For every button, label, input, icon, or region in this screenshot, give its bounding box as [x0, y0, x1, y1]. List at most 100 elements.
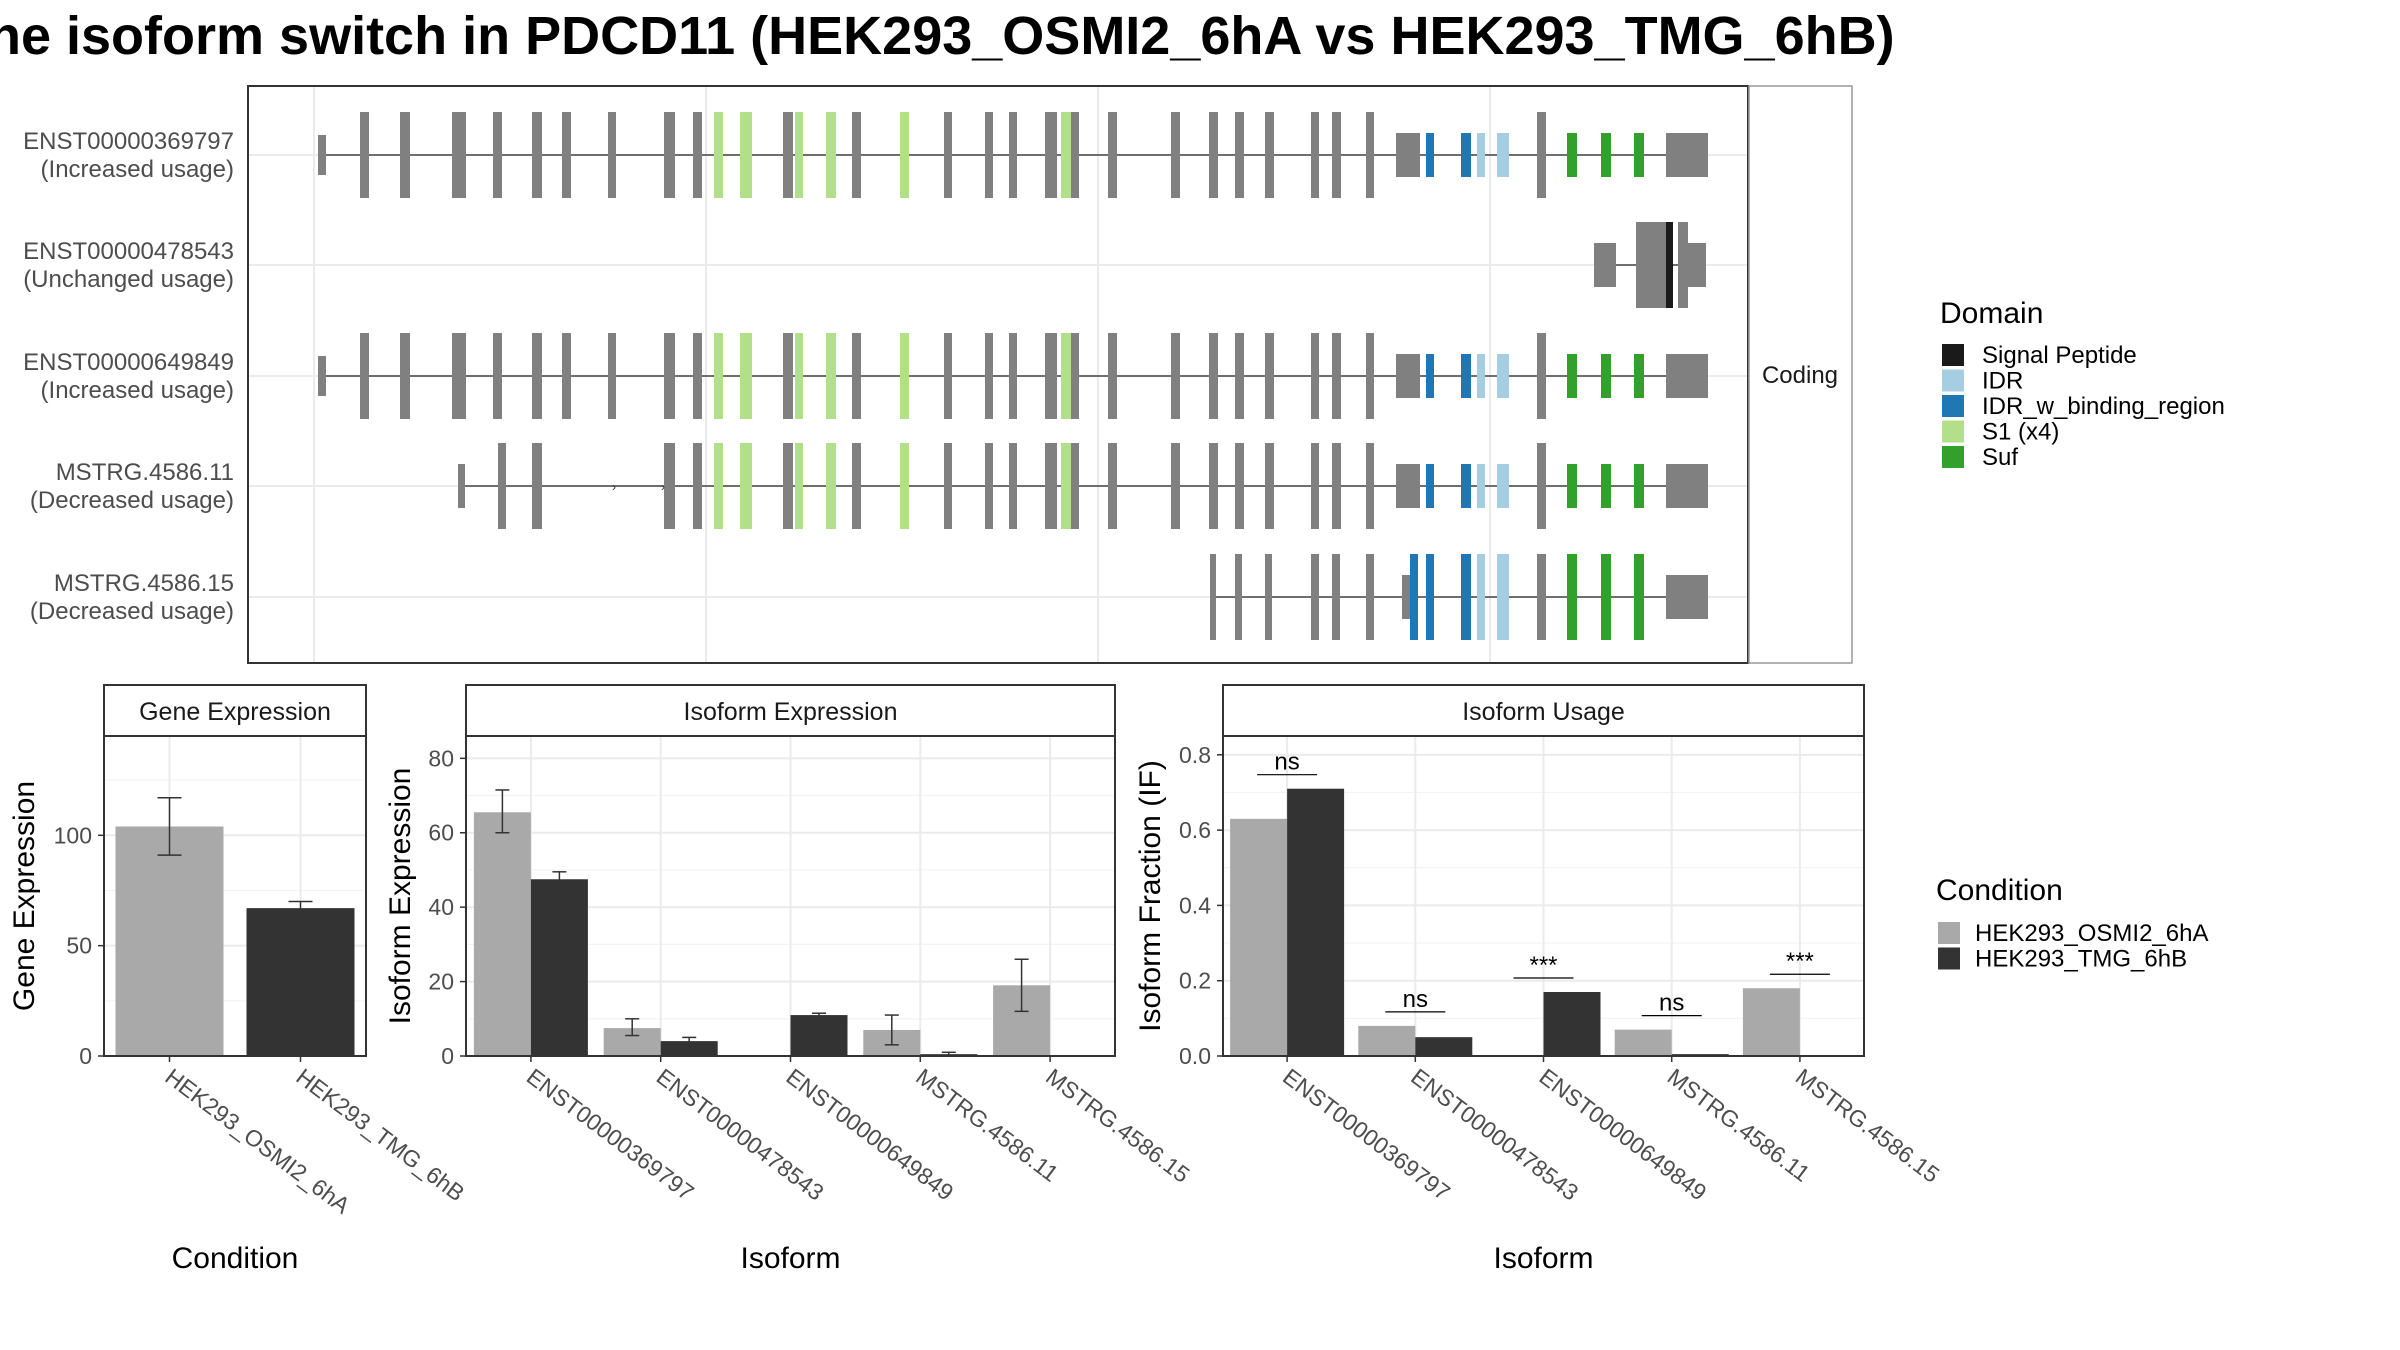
structure-panel: › › ENST00000369797(Increased usage)ENST0… — [23, 85, 1853, 664]
bar — [473, 812, 531, 1056]
exon-block — [1461, 554, 1471, 640]
exon-block — [1477, 464, 1485, 508]
exon-block — [532, 443, 542, 529]
exon-block — [1682, 243, 1706, 287]
y-tick-label: 100 — [54, 822, 92, 848]
exon-block — [1265, 554, 1272, 640]
exon-block — [783, 112, 793, 198]
y-tick-label: 40 — [428, 894, 454, 920]
panel-strip-title: Isoform Expression — [684, 698, 898, 726]
exon-block — [1311, 333, 1319, 419]
exon-block — [1537, 554, 1546, 640]
exon-block — [1009, 443, 1017, 529]
isoform-status-label: (Increased usage) — [41, 377, 234, 404]
exon-block — [1601, 554, 1611, 640]
exon-block — [783, 443, 793, 529]
condition-legend-swatch — [1938, 947, 1960, 970]
exon-block — [1061, 112, 1073, 198]
exon-block — [318, 135, 326, 175]
exon-block — [826, 112, 836, 198]
bar — [1287, 788, 1345, 1056]
y-tick-label: 0.8 — [1179, 742, 1211, 768]
bar — [246, 908, 355, 1056]
exon-block — [452, 333, 466, 419]
exon-block — [1461, 354, 1471, 398]
exon-block — [532, 333, 542, 419]
exon-block — [1497, 464, 1509, 508]
exon-block — [1666, 354, 1708, 398]
exon-block — [400, 333, 410, 419]
exon-block — [562, 333, 571, 419]
exon-block — [562, 112, 571, 198]
y-tick-label: 0.2 — [1179, 968, 1211, 994]
exon-block — [1402, 575, 1412, 619]
exon-block — [1426, 554, 1434, 640]
exon-block — [1567, 464, 1577, 508]
isoform-id-label: ENST00000369797 — [23, 128, 234, 155]
exon-block — [1235, 554, 1242, 640]
exon-block — [1634, 133, 1644, 177]
figure-title: he isoform switch in PDCD11 (HEK293_OSMI… — [0, 6, 1895, 66]
condition-legend-swatch — [1938, 922, 1960, 944]
condition-legend-title: Condition — [1936, 874, 2063, 907]
exon-block — [1235, 112, 1244, 198]
exon-block — [1634, 464, 1644, 508]
y-tick-label: 0 — [79, 1043, 92, 1069]
exon-block — [714, 112, 723, 198]
gene-expression-panel: Gene Expression050100HEK293_OSMI2_6hAHEK… — [8, 684, 469, 1275]
exon-block — [826, 333, 836, 419]
exon-block — [532, 112, 542, 198]
domain-legend-swatch — [1942, 420, 1964, 443]
exon-block — [318, 356, 326, 396]
y-tick-label: 0.6 — [1179, 817, 1211, 843]
exon-block — [1567, 554, 1577, 640]
condition-legend-label: HEK293_OSMI2_6hA — [1975, 920, 2208, 947]
domain-legend-title: Domain — [1940, 297, 2043, 330]
exon-block — [1332, 443, 1341, 529]
coding-strip-label: Coding — [1762, 362, 1838, 389]
y-tick-label: 0.4 — [1179, 892, 1211, 918]
exon-block — [608, 333, 616, 419]
exon-block — [900, 112, 909, 198]
domain-legend-label: IDR — [1982, 368, 2023, 395]
domain-legend-label: Signal Peptide — [1982, 342, 2137, 369]
significance-label: ns — [1274, 749, 1299, 776]
bar — [1543, 992, 1601, 1056]
isoform-labels: ENST00000369797(Increased usage)ENST0000… — [23, 128, 234, 625]
isoform-id-label: MSTRG.4586.15 — [54, 570, 234, 597]
exon-block — [714, 333, 723, 419]
exon-block — [1265, 443, 1274, 529]
exon-block — [1311, 112, 1319, 198]
exon-block — [360, 333, 369, 419]
exon-block — [1265, 112, 1274, 198]
exon-block — [1045, 333, 1057, 419]
bar — [1415, 1037, 1473, 1056]
isoform-structures: › › — [318, 112, 1708, 640]
exon-block — [1537, 333, 1546, 419]
exon-block — [1426, 464, 1434, 508]
exon-block — [1461, 133, 1471, 177]
isoform-status-label: (Decreased usage) — [30, 487, 234, 514]
exon-block — [498, 443, 506, 529]
exon-block — [1396, 133, 1420, 177]
exon-block — [795, 333, 803, 419]
exon-block — [1332, 554, 1340, 640]
y-tick-label: 0.0 — [1179, 1043, 1211, 1069]
exon-block — [1171, 443, 1180, 529]
exon-block — [1366, 554, 1374, 640]
domain-legend-swatch — [1942, 395, 1964, 417]
exon-block — [1071, 443, 1079, 529]
exon-block — [783, 333, 793, 419]
exon-block — [1108, 443, 1117, 529]
exon-block — [1477, 354, 1485, 398]
exon-block — [1537, 443, 1546, 529]
domain-legend-label: S1 (x4) — [1982, 419, 2059, 446]
x-tick-label: MSTRG.4586.15 — [1041, 1063, 1194, 1188]
exon-block — [985, 333, 993, 419]
exon-block — [1108, 333, 1117, 419]
exon-block — [1410, 554, 1418, 640]
exon-block — [1666, 133, 1708, 177]
exon-block — [900, 333, 909, 419]
exon-block — [664, 443, 675, 529]
exon-block — [1601, 354, 1611, 398]
